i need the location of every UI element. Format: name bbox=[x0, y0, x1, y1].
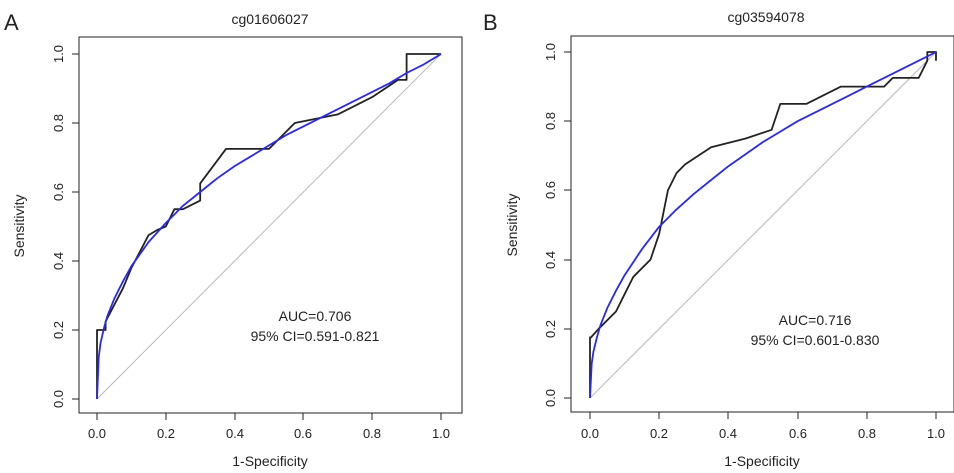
y-tick-label: 0.6 bbox=[51, 183, 66, 201]
x-tick-label: 1.0 bbox=[927, 426, 945, 441]
auc-annotation: AUC=0.706 bbox=[279, 308, 352, 324]
y-axis-ticks bbox=[72, 53, 79, 400]
ci-annotation: 95% CI=0.601-0.830 bbox=[751, 332, 880, 348]
y-tick-label: 0.0 bbox=[51, 390, 66, 408]
x-tick-label: 0.2 bbox=[157, 426, 175, 441]
y-tick-label: 0.2 bbox=[543, 320, 558, 338]
reference-diagonal bbox=[589, 51, 937, 399]
x-tick-label: 0.6 bbox=[294, 426, 312, 441]
x-axis-ticks bbox=[589, 412, 937, 419]
x-tick-label: 0.4 bbox=[226, 426, 244, 441]
plot-frame bbox=[570, 35, 954, 413]
reference-diagonal bbox=[96, 53, 442, 400]
x-tick-label: 0.0 bbox=[581, 426, 599, 441]
x-axis-ticks bbox=[96, 413, 442, 420]
panel-b: B cg03594078 0.0 0.2 0.4 0.6 0.8 1.0 bbox=[483, 9, 954, 469]
x-tick-label: 0.2 bbox=[650, 426, 668, 441]
auc-annotation: AUC=0.716 bbox=[779, 312, 852, 328]
chart-title: cg01606027 bbox=[231, 11, 308, 27]
y-axis-ticks bbox=[564, 51, 571, 399]
smoothed-roc-curve bbox=[589, 51, 937, 399]
x-tick-label: 0.6 bbox=[789, 426, 807, 441]
x-axis-label: 1-Specificity bbox=[724, 453, 799, 469]
y-axis-label: Sensitivity bbox=[11, 194, 27, 257]
y-tick-label: 0.8 bbox=[543, 112, 558, 130]
smoothed-roc-curve bbox=[96, 53, 442, 400]
x-tick-label: 0.0 bbox=[88, 426, 106, 441]
chart-title: cg03594078 bbox=[727, 9, 804, 25]
y-axis-label: Sensitivity bbox=[504, 193, 520, 256]
x-tick-label: 0.8 bbox=[363, 426, 381, 441]
x-tick-label: 1.0 bbox=[432, 426, 450, 441]
y-tick-label: 1.0 bbox=[543, 43, 558, 61]
y-tick-label: 0.6 bbox=[543, 181, 558, 199]
y-tick-label: 0.4 bbox=[51, 252, 66, 270]
y-tick-label: 0.4 bbox=[543, 251, 558, 269]
x-tick-label: 0.4 bbox=[719, 426, 737, 441]
x-axis-label: 1-Specificity bbox=[232, 453, 307, 469]
panel-a: A cg01606027 0.0 0.2 0.4 0.6 0.8 1.0 bbox=[4, 10, 463, 469]
y-tick-label: 0.2 bbox=[51, 321, 66, 339]
y-tick-label: 1.0 bbox=[51, 45, 66, 63]
panel-letter: A bbox=[4, 10, 19, 35]
ci-annotation: 95% CI=0.591-0.821 bbox=[251, 328, 380, 344]
y-tick-label: 0.0 bbox=[543, 389, 558, 407]
x-tick-label: 0.8 bbox=[858, 426, 876, 441]
panel-letter: B bbox=[483, 10, 498, 35]
y-tick-label: 0.8 bbox=[51, 114, 66, 132]
empirical-roc-curve bbox=[589, 51, 937, 398]
